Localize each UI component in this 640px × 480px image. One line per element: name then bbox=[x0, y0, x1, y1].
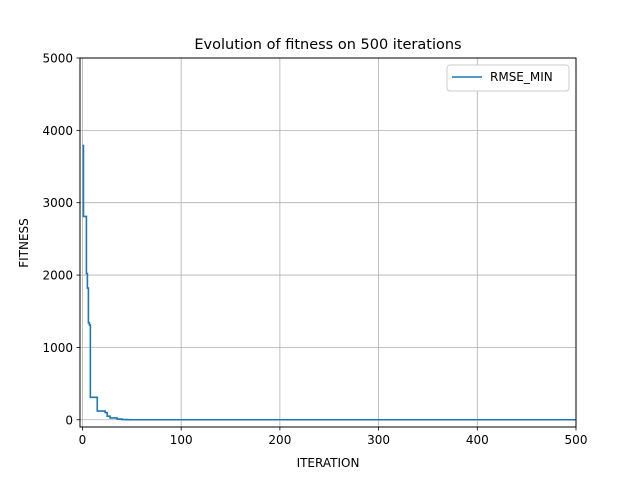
y-axis-ticks: 0 1000 2000 3000 4000 5000 bbox=[42, 52, 80, 427]
x-tick-label: 500 bbox=[565, 433, 588, 447]
grid bbox=[80, 57, 577, 427]
x-tick-label: 300 bbox=[367, 433, 390, 447]
x-tick-label: 400 bbox=[466, 433, 489, 447]
x-axis-label: ITERATION bbox=[297, 456, 360, 470]
series-lines bbox=[82, 144, 576, 421]
y-tick-label: 1000 bbox=[42, 341, 73, 355]
y-tick-label: 0 bbox=[65, 413, 73, 427]
y-tick-label: 5000 bbox=[42, 52, 73, 66]
y-axis-label: FITNESS bbox=[17, 218, 31, 268]
x-tick-label: 0 bbox=[79, 433, 87, 447]
legend: RMSE_MIN bbox=[446, 64, 570, 92]
x-tick-label: 200 bbox=[268, 433, 291, 447]
series-line-rmse-min bbox=[82, 144, 576, 421]
y-tick-label: 2000 bbox=[42, 269, 73, 283]
x-axis-ticks: 0 100 200 300 400 500 bbox=[79, 427, 588, 447]
plot-area-frame bbox=[79, 57, 577, 428]
y-tick-label: 4000 bbox=[42, 124, 73, 138]
chart-title: Evolution of fitness on 500 iterations bbox=[194, 37, 461, 53]
y-tick-label: 3000 bbox=[42, 196, 73, 210]
legend-box bbox=[446, 64, 570, 92]
x-tick-label: 100 bbox=[170, 433, 193, 447]
legend-label-rmse-min: RMSE_MIN bbox=[490, 70, 553, 84]
